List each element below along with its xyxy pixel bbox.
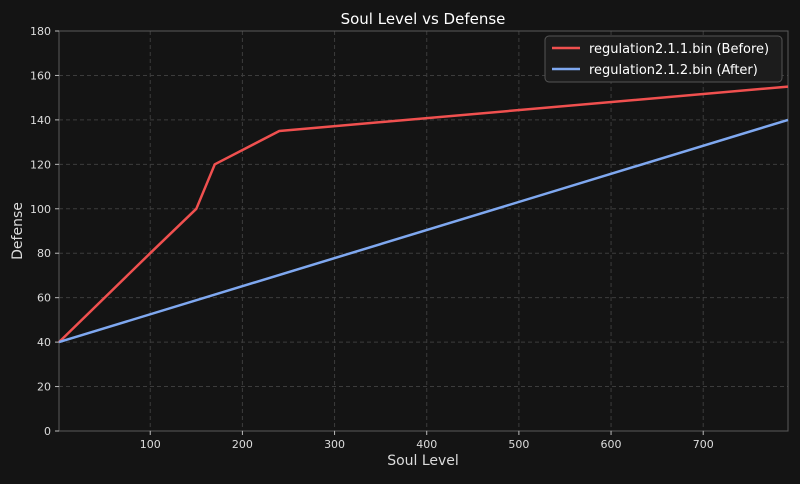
- legend-box: [544, 35, 783, 83]
- x-tick-label: 200: [232, 438, 253, 451]
- y-tick-label: 120: [30, 158, 51, 171]
- x-tick-label: 700: [693, 438, 714, 451]
- series-line-after: [58, 118, 789, 344]
- y-tick-label: 100: [30, 203, 51, 216]
- y-tick-label: 80: [37, 247, 51, 260]
- y-tick-label: 0: [44, 425, 51, 438]
- plot-area-frame: [58, 30, 789, 432]
- y-tick-label: 160: [30, 69, 51, 82]
- x-tick-label: 100: [140, 438, 161, 451]
- series-line-before: [58, 85, 789, 343]
- y-tick-label: 20: [37, 381, 51, 394]
- legend-label-before: regulation2.1.1.bin (Before): [589, 42, 769, 57]
- y-tick-label: 140: [30, 114, 51, 127]
- legend-label-after: regulation2.1.2.bin (After): [589, 63, 758, 78]
- y-tick-label: 180: [30, 25, 51, 38]
- chart-title: Soul Level vs Defense: [341, 10, 506, 28]
- x-axis-label: Soul Level: [387, 453, 459, 469]
- x-tick-label: 500: [508, 438, 529, 451]
- x-tick-label: 300: [324, 438, 345, 451]
- series-lines: [58, 85, 789, 344]
- y-axis-label: Defense: [10, 202, 26, 260]
- y-tick-label: 60: [37, 292, 51, 305]
- x-tick-label: 600: [601, 438, 622, 451]
- axis-ticks: 100 200 300 400 500 600 700 0 20 40 60 80 100 120 140 1…: [30, 25, 714, 451]
- x-tick-label: 400: [416, 438, 437, 451]
- y-tick-label: 40: [37, 336, 51, 349]
- legend: regulation2.1.1.bin (Before) regulation2…: [544, 35, 783, 83]
